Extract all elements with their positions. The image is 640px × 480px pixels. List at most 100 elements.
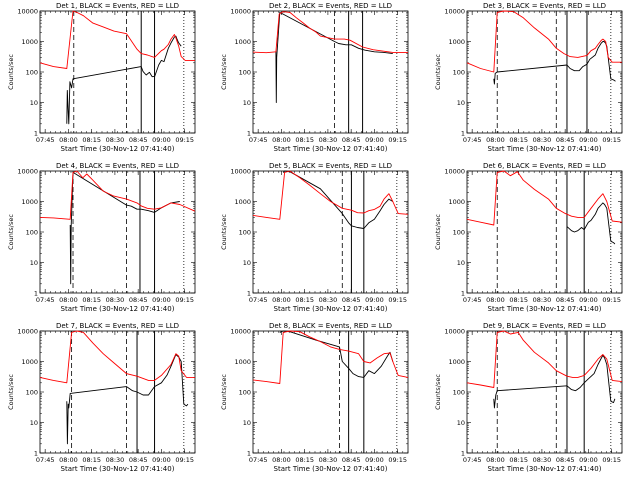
x-tick-label: 09:15 [175, 456, 194, 464]
axes-frame [252, 330, 409, 454]
x-tick-label: 07:45 [249, 456, 268, 464]
x-tick-label: 09:00 [579, 456, 598, 464]
x-tick-label: 08:45 [555, 456, 574, 464]
panel-title: Det 2, BLACK = Events, RED = LLD [269, 2, 392, 10]
lld-series-line [39, 170, 196, 220]
x-tick-label: 08:45 [342, 296, 361, 304]
y-tick-label: 10000 [231, 8, 252, 16]
axes-frame [466, 170, 623, 294]
x-tick-label: 08:30 [319, 456, 338, 464]
x-tick-label: 08:15 [82, 136, 101, 144]
x-tick-label: 07:45 [462, 456, 481, 464]
y-tick-label: 10 [456, 419, 464, 427]
x-tick-label: 08:00 [272, 456, 291, 464]
y-tick-label: 10 [243, 419, 251, 427]
x-tick-label: 08:15 [509, 136, 528, 144]
y-tick-label: 1000 [235, 358, 252, 366]
y-tick-label: 1000 [448, 38, 465, 46]
x-tick-label: 08:15 [509, 296, 528, 304]
x-tick-label: 08:30 [106, 456, 125, 464]
axes-frame [39, 10, 196, 134]
y-tick-label: 10 [243, 99, 251, 107]
x-tick-label: 09:15 [389, 456, 408, 464]
events-series-line [69, 171, 180, 285]
x-tick-label: 08:45 [555, 136, 574, 144]
y-tick-label: 100 [239, 69, 251, 77]
y-tick-label: 1 [247, 289, 251, 297]
y-tick-label: 1 [247, 449, 251, 457]
y-tick-label: 10 [243, 259, 251, 267]
y-axis-label: Counts/sec [434, 54, 442, 90]
y-tick-label: 1 [461, 129, 465, 137]
y-axis-label: Counts/sec [434, 374, 442, 410]
detector-panel: Det 9, BLACK = Events, RED = LLD 1 10 100 10… [434, 322, 623, 473]
y-axis-label: Counts/sec [220, 214, 228, 250]
y-tick-label: 10000 [444, 168, 465, 176]
panel-title: Det 4, BLACK = Events, RED = LLD [56, 162, 179, 170]
y-tick-label: 100 [26, 229, 38, 237]
y-tick-label: 1 [247, 129, 251, 137]
x-tick-label: 08:15 [82, 456, 101, 464]
x-tick-label: 09:00 [152, 296, 171, 304]
axes-frame [39, 170, 196, 294]
y-tick-label: 10 [30, 259, 38, 267]
x-tick-label: 07:45 [36, 456, 55, 464]
y-tick-label: 1 [461, 449, 465, 457]
x-tick-label: 08:00 [59, 296, 78, 304]
x-tick-label: 08:30 [319, 296, 338, 304]
y-tick-label: 1000 [235, 38, 252, 46]
x-tick-label: 09:15 [389, 136, 408, 144]
lld-series-line [466, 10, 622, 73]
x-tick-label: 09:00 [365, 296, 384, 304]
lld-series-line [253, 11, 409, 54]
lld-series-line [253, 330, 409, 384]
panel-title: Det 6, BLACK = Events, RED = LLD [483, 162, 606, 170]
y-tick-label: 1000 [448, 358, 465, 366]
y-axis-label: Counts/sec [434, 214, 442, 250]
x-tick-label: 07:45 [249, 136, 268, 144]
events-series-line [566, 202, 615, 245]
x-tick-label: 08:45 [129, 136, 148, 144]
x-tick-label: 09:15 [389, 296, 408, 304]
y-tick-label: 10 [30, 99, 38, 107]
x-axis-label: Start Time (30-Nov-12 07:41:40) [61, 145, 175, 153]
x-tick-label: 08:15 [296, 456, 315, 464]
y-tick-label: 10000 [444, 8, 465, 16]
x-tick-label: 08:00 [59, 456, 78, 464]
panel-title: Det 3, BLACK = Events, RED = LLD [483, 2, 606, 10]
x-tick-label: 08:00 [59, 136, 78, 144]
y-tick-label: 10 [456, 259, 464, 267]
x-axis-label: Start Time (30-Nov-12 07:41:40) [487, 465, 601, 473]
x-tick-label: 08:45 [129, 456, 148, 464]
y-tick-label: 100 [239, 229, 251, 237]
detector-panel: Det 8, BLACK = Events, RED = LLD 1 10 100 10… [220, 322, 409, 473]
detector-panel: Det 3, BLACK = Events, RED = LLD 1 10 100 10… [434, 2, 623, 153]
events-series-line [493, 41, 616, 85]
x-tick-label: 09:00 [152, 456, 171, 464]
panel-title: Det 8, BLACK = Events, RED = LLD [269, 322, 392, 330]
y-axis-label: Counts/sec [220, 54, 228, 90]
x-axis-label: Start Time (30-Nov-12 07:41:40) [487, 305, 601, 313]
y-tick-label: 10000 [17, 328, 38, 336]
x-tick-label: 09:15 [602, 136, 621, 144]
y-axis-label: Counts/sec [7, 54, 15, 90]
x-tick-label: 08:00 [486, 136, 505, 144]
events-series-line [283, 170, 394, 229]
x-tick-label: 08:00 [272, 296, 291, 304]
x-tick-label: 09:00 [579, 296, 598, 304]
events-series-line [279, 330, 394, 378]
x-tick-label: 08:30 [319, 136, 338, 144]
x-tick-label: 07:45 [462, 296, 481, 304]
events-series-line [66, 354, 189, 445]
x-tick-label: 08:30 [106, 136, 125, 144]
x-tick-label: 08:00 [272, 136, 291, 144]
y-tick-label: 1 [34, 449, 38, 457]
x-tick-label: 07:45 [249, 296, 268, 304]
y-tick-label: 1 [34, 289, 38, 297]
detector-panel: Det 4, BLACK = Events, RED = LLD 1 10 100 10… [7, 162, 196, 313]
y-tick-label: 10000 [231, 328, 252, 336]
events-series-line [275, 11, 394, 103]
x-tick-label: 08:30 [532, 296, 551, 304]
y-tick-label: 1000 [448, 198, 465, 206]
y-tick-label: 10 [30, 419, 38, 427]
